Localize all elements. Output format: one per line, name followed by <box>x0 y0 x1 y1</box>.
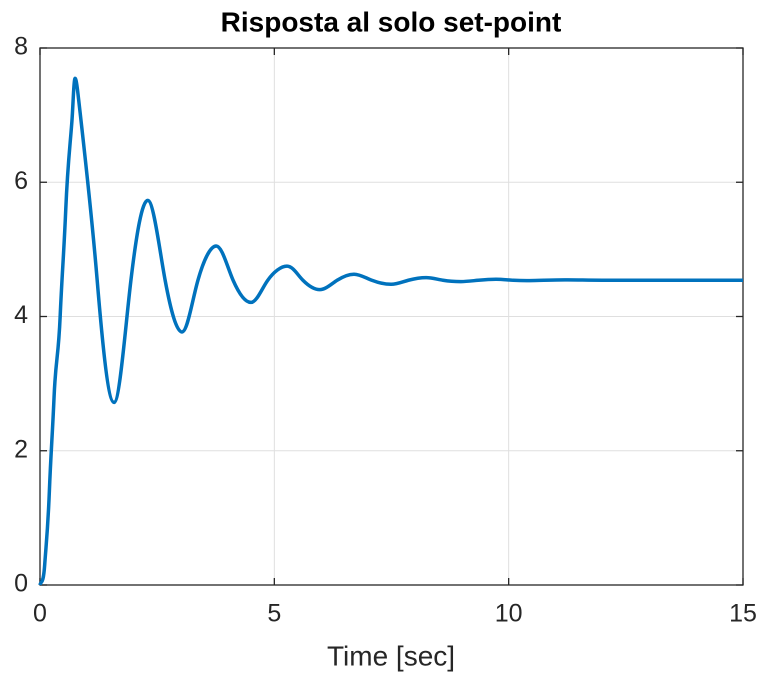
x-tick-label: 0 <box>33 600 47 628</box>
y-tick-label: 8 <box>14 33 28 61</box>
chart-title: Risposta al solo set-point <box>221 6 562 37</box>
axes-box <box>39 47 744 586</box>
y-tick-label: 2 <box>14 435 28 463</box>
line-series <box>38 76 743 586</box>
x-axis-label: Time [sec] <box>327 640 455 671</box>
x-tick-label: 5 <box>267 600 281 628</box>
x-tick-label: 15 <box>729 600 757 628</box>
x-tick-label: 10 <box>495 600 523 628</box>
y-tick-label: 4 <box>14 301 28 329</box>
y-tick-label: 6 <box>14 167 28 195</box>
y-tick-label: 0 <box>14 570 28 598</box>
